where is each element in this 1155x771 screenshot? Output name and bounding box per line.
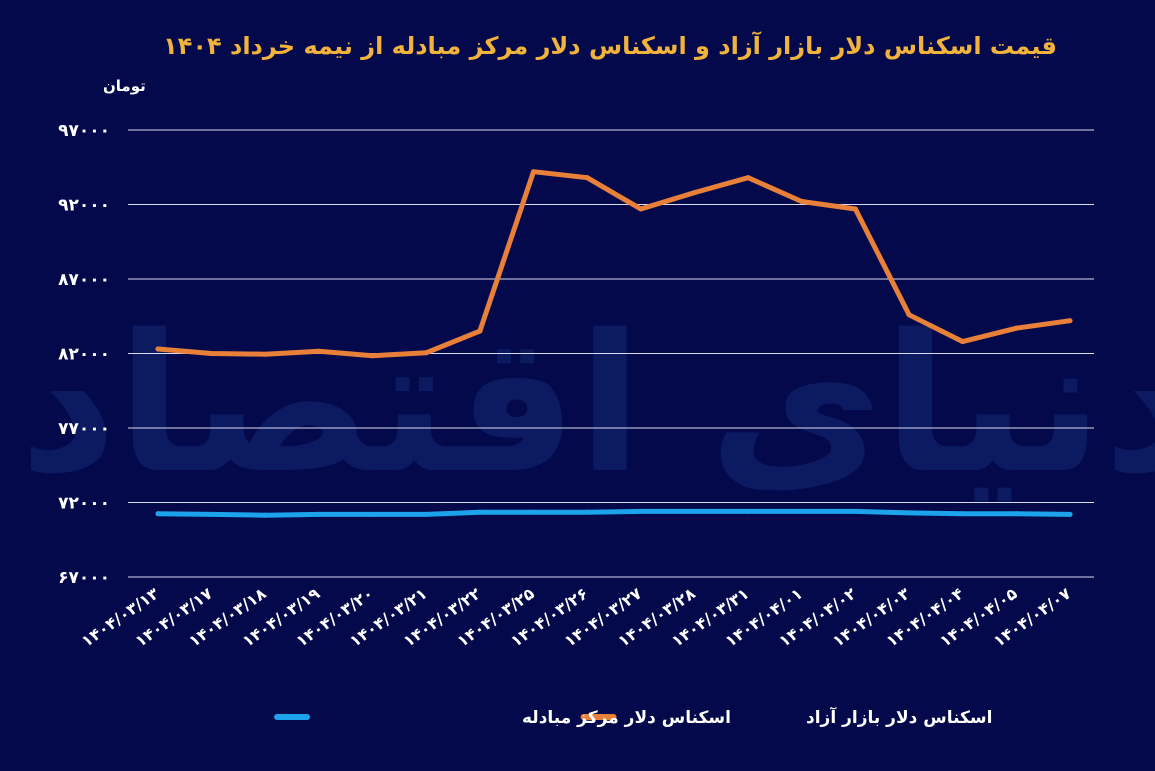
data-point-1 <box>852 206 858 212</box>
y-axis-ticks: ۶۷۰۰۰ ۷۲۰۰۰ ۷۷۰۰۰ ۸۲۰۰۰ ۸۷۰۰۰ ۹۲۰۰۰ ۹۷۰۰۰ <box>58 121 110 588</box>
legend: اسکناس دلار بازار آزاد اسکناس دلار مرکز م… <box>274 706 992 728</box>
data-point-0 <box>531 509 537 515</box>
y-tick-label: ۸۷۰۰۰ <box>58 270 110 290</box>
data-point-1 <box>960 339 966 345</box>
data-point-0 <box>477 509 483 515</box>
data-point-1 <box>209 351 215 356</box>
data-point-0 <box>1013 511 1019 517</box>
data-point-1 <box>477 328 483 334</box>
data-point-1 <box>691 190 697 196</box>
series-line-0 <box>155 508 1073 518</box>
y-tick-label: ۶۷۰۰۰ <box>58 568 110 588</box>
data-point-1 <box>638 206 644 212</box>
watermark-logo: دنیای اقتصاد <box>19 294 1155 515</box>
data-point-0 <box>906 510 912 516</box>
y-tick-label: ۹۷۰۰۰ <box>58 121 110 141</box>
data-point-1 <box>1013 325 1019 331</box>
data-point-1 <box>799 199 805 205</box>
data-point-0 <box>155 511 161 517</box>
y-tick-label: ۷۷۰۰۰ <box>58 419 110 439</box>
data-point-0 <box>638 508 644 514</box>
y-tick-label: ۷۲۰۰۰ <box>58 494 110 514</box>
series-line-1 <box>155 169 1073 359</box>
y-tick-label: ۹۲۰۰۰ <box>58 196 110 216</box>
data-point-0 <box>316 511 322 517</box>
data-point-1 <box>1067 318 1073 324</box>
data-point-1 <box>155 346 161 352</box>
data-point-1 <box>316 348 322 354</box>
data-point-0 <box>745 508 751 514</box>
legend-label: اسکناس دلار مرکز مبادله <box>522 708 731 728</box>
data-point-0 <box>960 511 966 517</box>
data-point-0 <box>262 512 268 518</box>
data-point-0 <box>799 508 805 514</box>
data-point-1 <box>370 353 376 359</box>
data-point-0 <box>852 508 858 514</box>
data-point-0 <box>370 511 376 517</box>
data-point-1 <box>584 175 590 181</box>
data-point-0 <box>423 511 429 517</box>
data-point-1 <box>423 350 429 356</box>
data-point-1 <box>262 351 268 357</box>
x-axis-ticks: ۱۴۰۴/۰۳/۱۳۱۴۰۴/۰۳/۱۷۱۴۰۴/۰۳/۱۸۱۴۰۴/۰۳/۱۹… <box>78 584 1075 651</box>
data-point-0 <box>1067 511 1073 517</box>
svg-text:دنیای اقتصاد: دنیای اقتصاد <box>19 294 1155 515</box>
data-point-0 <box>691 508 697 514</box>
data-point-1 <box>906 312 912 318</box>
data-point-0 <box>209 511 215 517</box>
data-point-1 <box>531 169 537 175</box>
data-point-0 <box>584 509 590 515</box>
y-tick-label: ۸۲۰۰۰ <box>58 345 110 365</box>
y-axis-unit-label: تومان <box>103 77 146 95</box>
series-lines <box>155 169 1073 518</box>
legend-label: اسکناس دلار بازار آزاد <box>806 706 992 728</box>
chart-title: قیمت اسکناس دلار بازار آزاد و اسکناس دلا… <box>163 31 1057 60</box>
data-point-1 <box>745 175 751 181</box>
